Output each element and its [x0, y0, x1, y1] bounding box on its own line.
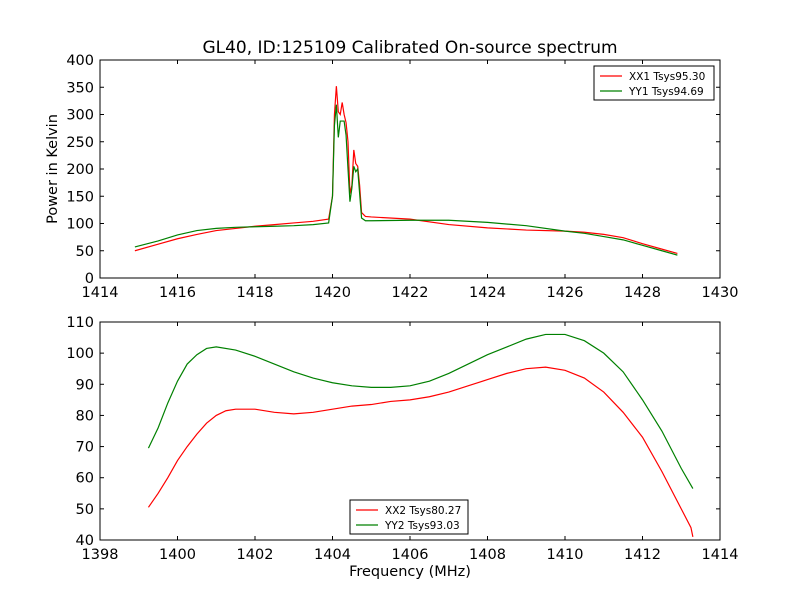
- y-tick-label: 50: [76, 244, 94, 260]
- y-axis-label: Power in Kelvin: [45, 114, 61, 224]
- x-tick-label: 1414: [702, 547, 739, 563]
- x-tick-label: 1408: [469, 547, 506, 563]
- series-line-1-2: [134, 104, 678, 256]
- y-tick-label: 300: [66, 108, 94, 124]
- x-tick-label: 1428: [624, 285, 661, 301]
- legend-box: [593, 65, 715, 101]
- bottom-panel: 1398 1400 1402 1404 1406 1408 1410 1412 1414 40 50…: [66, 315, 738, 580]
- y-tick-label: 200: [66, 162, 94, 178]
- x-tick-label: 1424: [469, 285, 506, 301]
- x-tick-label: 1404: [314, 547, 351, 563]
- legend-label: XX2 Tsys80.27: [385, 505, 461, 517]
- series-line-2-2: [147, 333, 694, 489]
- x-tick-label: 1410: [547, 547, 584, 563]
- legend-label: XX1 Tsys95.30: [629, 71, 705, 83]
- y-tick-label: 80: [76, 408, 94, 424]
- series-line-1-1: [134, 86, 678, 255]
- x-tick-label: 1400: [159, 547, 196, 563]
- x-tick-label: 1406: [392, 547, 429, 563]
- legend: XX2 Tsys80.27 YY2 Tsys93.03: [349, 499, 469, 535]
- y-tick-label: 350: [66, 80, 94, 96]
- x-tick-label: 1412: [624, 547, 661, 563]
- top-panel: 1414 1416 1418 1420 1422 1424 1426 1428 1430 0 50 1…: [45, 53, 738, 301]
- y-tick-label: 100: [66, 217, 94, 233]
- x-tick-label: 1420: [314, 285, 351, 301]
- y-tick-label: 50: [76, 502, 94, 518]
- y-tick-label: 40: [76, 533, 94, 549]
- x-tick-label: 1414: [82, 285, 119, 301]
- legend: XX1 Tsys95.30 YY1 Tsys94.69: [593, 65, 715, 101]
- x-axis-label: Frequency (MHz): [349, 564, 471, 580]
- legend-label: YY2 Tsys93.03: [384, 520, 460, 532]
- x-tick-label: 1416: [159, 285, 196, 301]
- x-tick-label: 1426: [547, 285, 584, 301]
- legend-box: [349, 499, 469, 535]
- y-tick-label: 400: [66, 53, 94, 69]
- y-tick-label: 150: [66, 189, 94, 205]
- y-tick-label: 90: [76, 377, 94, 393]
- y-tick-label: 60: [76, 471, 94, 487]
- series-line-2-1: [147, 366, 694, 538]
- figure-title: GL40, ID:125109 Calibrated On-source spe…: [202, 38, 617, 58]
- y-tick-label: 110: [66, 315, 94, 331]
- y-tick-label: 100: [66, 346, 94, 362]
- legend-label: YY1 Tsys94.69: [628, 86, 704, 98]
- x-tick-label: 1430: [702, 285, 739, 301]
- x-tick-label: 1422: [392, 285, 429, 301]
- y-tick-label: 0: [85, 271, 94, 287]
- x-tick-label: 1402: [237, 547, 274, 563]
- y-tick-label: 250: [66, 135, 94, 151]
- x-tick-label: 1418: [237, 285, 274, 301]
- x-tick-label: 1398: [82, 547, 119, 563]
- y-tick-label: 70: [76, 440, 94, 456]
